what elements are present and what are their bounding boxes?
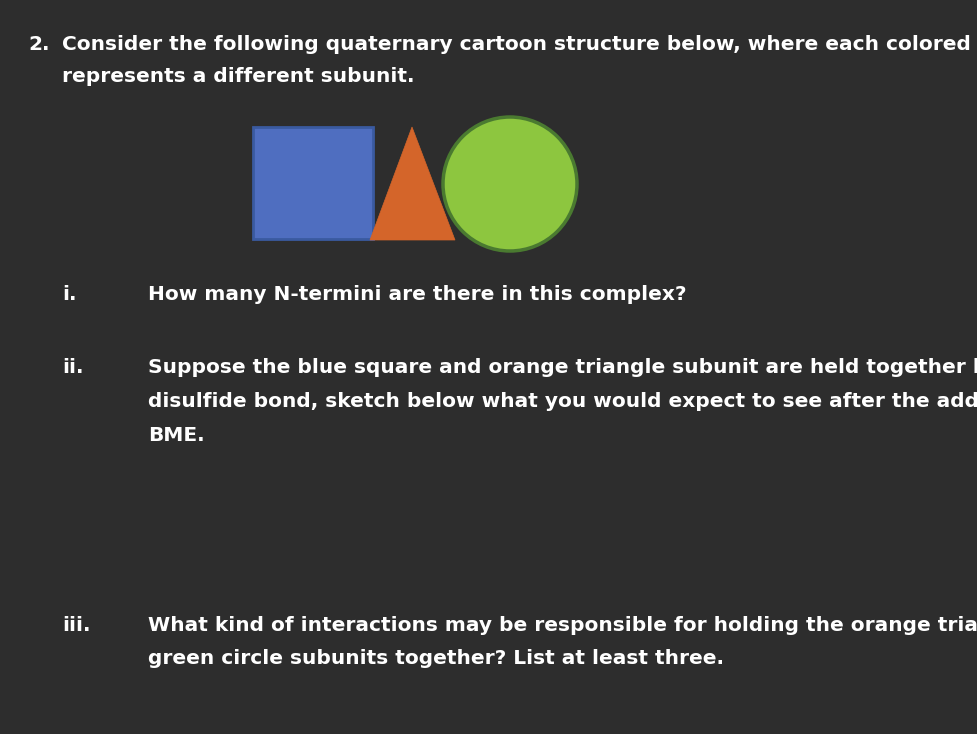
Text: disulfide bond, sketch below what you would expect to see after the addition of: disulfide bond, sketch below what you wo… — [148, 392, 977, 411]
Text: What kind of interactions may be responsible for holding the orange triangle and: What kind of interactions may be respons… — [148, 616, 977, 635]
Text: Consider the following quaternary cartoon structure below, where each colored sh: Consider the following quaternary cartoo… — [62, 35, 977, 54]
Bar — [253, 127, 372, 239]
Text: BME.: BME. — [148, 426, 204, 445]
Text: i.: i. — [62, 285, 76, 304]
Text: Suppose the blue square and orange triangle subunit are held together by a: Suppose the blue square and orange trian… — [148, 358, 977, 377]
Text: green circle subunits together? List at least three.: green circle subunits together? List at … — [148, 649, 723, 668]
Text: iii.: iii. — [62, 616, 91, 635]
Text: ii.: ii. — [62, 358, 83, 377]
Text: represents a different subunit.: represents a different subunit. — [62, 67, 414, 86]
Text: How many N-termini are there in this complex?: How many N-termini are there in this com… — [148, 285, 686, 304]
Polygon shape — [369, 127, 454, 240]
Circle shape — [443, 117, 576, 251]
Text: 2.: 2. — [28, 35, 50, 54]
